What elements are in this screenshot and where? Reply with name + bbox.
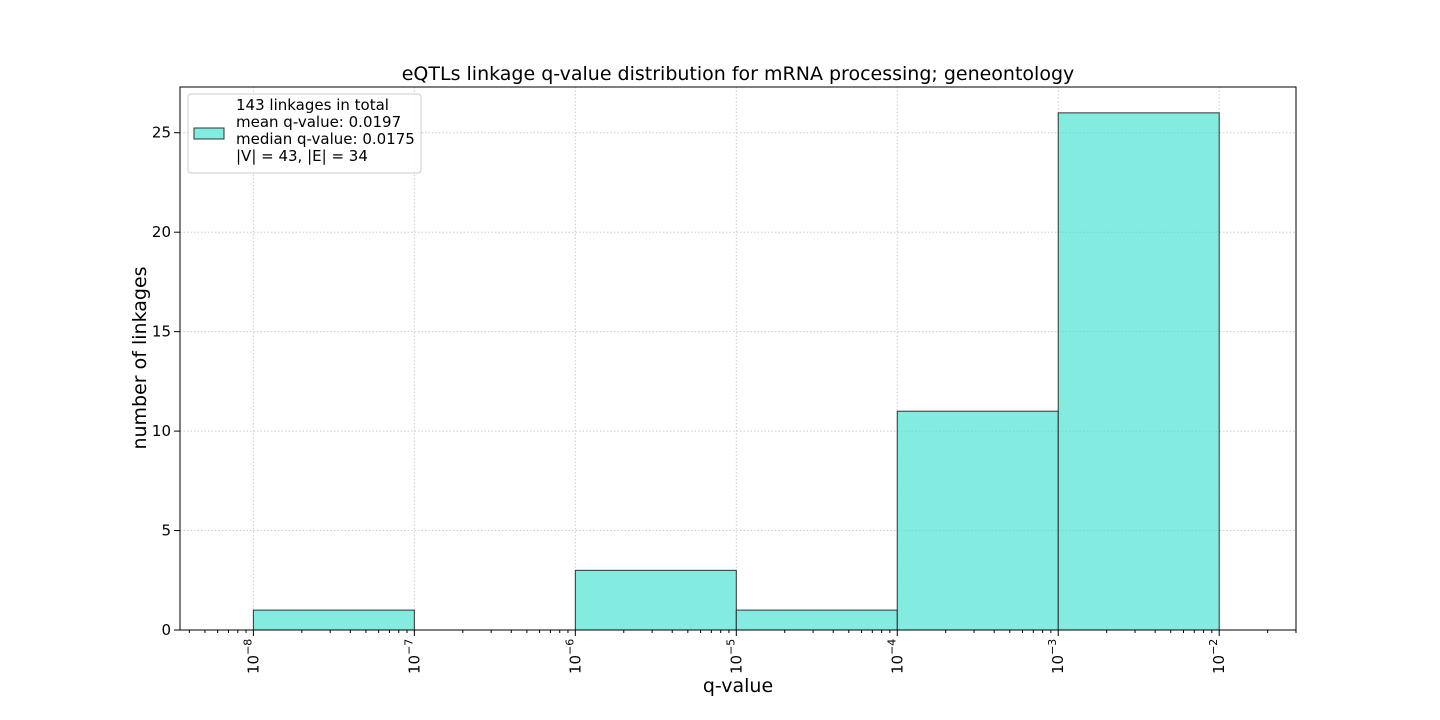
y-axis-label: number of linkages bbox=[129, 266, 151, 449]
legend-line-median: median q-value: 0.0175 bbox=[236, 130, 415, 148]
histogram-bars bbox=[252, 112, 1220, 631]
x-tick-label: 10−7 bbox=[402, 639, 423, 674]
x-tick-label: 10−6 bbox=[563, 639, 584, 674]
histogram-bar bbox=[252, 609, 415, 631]
histogram-bar bbox=[574, 569, 737, 631]
legend-line-total: 143 linkages in total bbox=[236, 96, 389, 114]
histogram-bar bbox=[896, 410, 1059, 631]
x-axis-label: q-value bbox=[703, 675, 773, 697]
x-tick-label: 10−5 bbox=[724, 639, 745, 674]
x-tick-label: 10−3 bbox=[1046, 639, 1067, 674]
legend-line-graph-size: |V| = 43, |E| = 34 bbox=[236, 147, 368, 165]
legend: 143 linkages in total mean q-value: 0.01… bbox=[187, 93, 422, 174]
y-tick-label: 25 bbox=[152, 124, 171, 142]
axis-ticks: 10−8 10−7 10−6 10−5 10−4 10−3 10−2 0 5 10 15 20 25 bbox=[152, 124, 1297, 674]
y-tick-label: 0 bbox=[161, 621, 171, 639]
x-tick-label: 10−2 bbox=[1207, 639, 1228, 674]
legend-swatch bbox=[193, 127, 225, 140]
plot-frame bbox=[179, 86, 1297, 631]
y-tick-label: 15 bbox=[152, 323, 171, 341]
legend-line-mean: mean q-value: 0.0197 bbox=[236, 113, 401, 131]
chart-title: eQTLs linkage q-value distribution for m… bbox=[402, 63, 1075, 85]
x-tick-label: 10−4 bbox=[885, 639, 906, 674]
legend-box bbox=[187, 93, 422, 174]
histogram-bar bbox=[735, 609, 898, 631]
y-tick-label: 5 bbox=[161, 522, 171, 540]
y-tick-label: 20 bbox=[152, 223, 171, 241]
histogram-bar bbox=[1057, 112, 1220, 631]
y-tick-label: 10 bbox=[152, 422, 171, 440]
x-tick-label: 10−8 bbox=[241, 639, 262, 674]
